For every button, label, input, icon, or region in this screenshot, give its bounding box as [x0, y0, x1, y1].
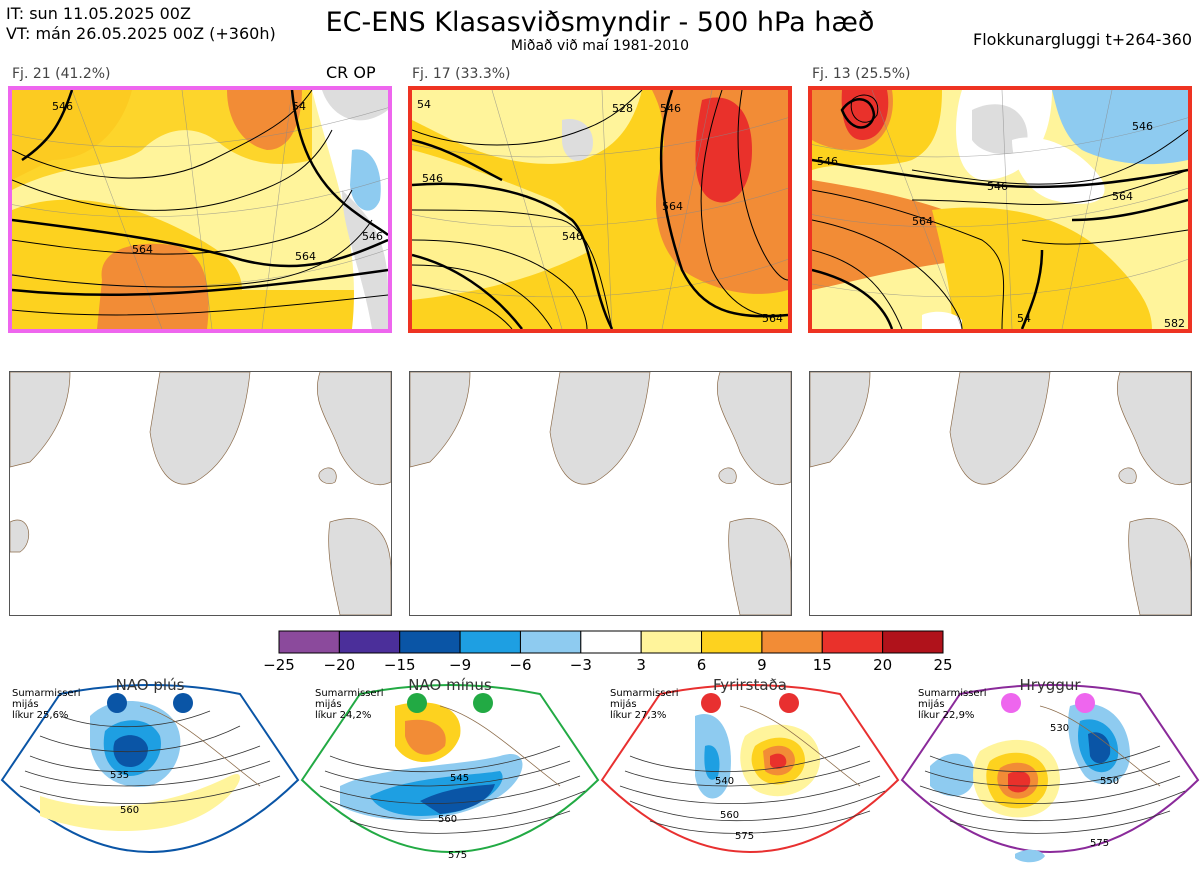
window-label: Flokkunargluggi t+264-360: [973, 30, 1192, 49]
colorbar-swatch: [459, 630, 521, 654]
colorbar-tick-label: 25: [933, 656, 953, 674]
colorbar-swatch: [399, 630, 461, 654]
colorbar-tick-label: −20: [323, 656, 356, 674]
regime-label: 550: [1100, 776, 1119, 787]
regime-label: 560: [120, 805, 139, 816]
cluster-1-extra: CR OP: [326, 63, 376, 82]
contour-label: 546: [52, 100, 73, 113]
regimes-row: 535 560 Sumarmisseri mijás líkur 25,6% N…: [0, 676, 1200, 871]
contour-label: 54: [292, 100, 306, 113]
regime-label: 575: [735, 831, 754, 842]
contour-label: 564: [1112, 190, 1133, 203]
regime-label: 530: [1050, 723, 1069, 734]
contour-label: 546: [817, 155, 838, 168]
regime-title: NAO mínus: [408, 676, 492, 694]
colorbar-swatch: [519, 630, 582, 654]
cluster-2-label: Fj. 17 (33.3%): [412, 66, 511, 82]
page-subtitle: Miðað við maí 1981-2010: [510, 38, 690, 54]
regime-nao-plus: 535 560 Sumarmisseri mijás líkur 25,6% N…: [0, 676, 300, 871]
colorbar-tick-label: −9: [449, 656, 472, 674]
colorbar-tick-label: −25: [263, 656, 295, 674]
regime-title: NAO plús: [115, 676, 185, 694]
regime-title: Hryggur: [1019, 676, 1081, 694]
colorbar-tick-label: −3: [569, 656, 592, 674]
regime-label: 575: [1090, 838, 1109, 849]
colorbar-tick-label: 15: [812, 656, 832, 674]
header-info: IT: sun 11.05.2025 00Z VT: mán 26.05.202…: [6, 4, 276, 44]
colorbar-tick-label: 3: [636, 656, 646, 674]
colorbar-swatch: [821, 630, 884, 654]
contour-label: 564: [762, 312, 783, 325]
contour-label: 546: [422, 172, 443, 185]
empty-map-1: [9, 371, 392, 616]
empty-map-2: [409, 371, 792, 616]
contour-label: 546: [987, 180, 1008, 193]
contour-label: 54: [1017, 312, 1031, 325]
contour-label: 546: [660, 102, 681, 115]
contour-label: 582: [1164, 317, 1185, 329]
regime-note: Sumarmisseri mijás líkur 24,2%: [315, 688, 384, 721]
init-time: IT: sun 11.05.2025 00Z: [6, 4, 191, 23]
colorbar-tick-label: 9: [757, 656, 767, 674]
colorbar-swatch: [761, 630, 823, 654]
colorbar-swatch: [580, 630, 642, 654]
empty-map-3: [809, 371, 1192, 616]
regime-blocking: 540 560 575 Sumarmisseri mijás líkur 27,…: [600, 676, 900, 871]
regime-title: Fyrirstaða: [713, 676, 787, 694]
cluster-2-map: 528 546 546 546 564 564 54: [408, 86, 792, 333]
valid-time: VT: mán 26.05.2025 00Z (+360h): [6, 24, 276, 43]
contour-label: 54: [417, 98, 431, 111]
regime-ridge: 530 550 575 Sumarmisseri mijás líkur 22,…: [900, 676, 1200, 871]
colorbar-tick-label: 20: [873, 656, 893, 674]
regime-label: 545: [450, 773, 469, 784]
contour-label: 564: [912, 215, 933, 228]
regime-label: 535: [110, 770, 129, 781]
contour-label: 546: [1132, 120, 1153, 133]
colorbar-swatch: [278, 630, 340, 654]
cluster-1-label: Fj. 21 (41.2%): [12, 66, 111, 82]
page-title: EC-ENS Klasasviðsmyndir - 500 hPa hæð: [325, 7, 875, 38]
regime-label: 560: [720, 810, 739, 821]
regime-note: Sumarmisseri mijás líkur 27,3%: [610, 688, 679, 721]
contour-label: 564: [132, 243, 153, 256]
regime-note: Sumarmisseri mijás líkur 25,6%: [12, 688, 81, 721]
cluster-1-map: 564 564 546 546 54: [8, 86, 392, 333]
cluster-3-label: Fj. 13 (25.5%): [812, 66, 911, 82]
contour-label: 546: [562, 230, 583, 243]
contour-label: 564: [295, 250, 316, 263]
regime-nao-minus: 545 560 575 Sumarmisseri mijás líkur 24,…: [300, 676, 600, 871]
contour-label: 564: [662, 200, 683, 213]
colorbar-swatch: [640, 630, 703, 654]
contour-label: 546: [362, 230, 383, 243]
contour-label: 528: [612, 102, 633, 115]
colorbar: [278, 630, 944, 654]
cluster-3-map: 546 546 546 564 564 54 582: [808, 86, 1192, 333]
regime-note: Sumarmisseri mijás líkur 22,9%: [918, 688, 987, 721]
colorbar-tick-label: −6: [509, 656, 532, 674]
colorbar-tick-label: 6: [696, 656, 707, 674]
colorbar-swatch: [701, 630, 763, 654]
colorbar-swatch: [882, 630, 944, 654]
regime-label: 540: [715, 776, 734, 787]
colorbar-tick-label: −15: [383, 656, 416, 674]
colorbar-swatch: [338, 630, 401, 654]
regime-label: 560: [438, 814, 457, 825]
regime-label: 575: [448, 850, 467, 861]
